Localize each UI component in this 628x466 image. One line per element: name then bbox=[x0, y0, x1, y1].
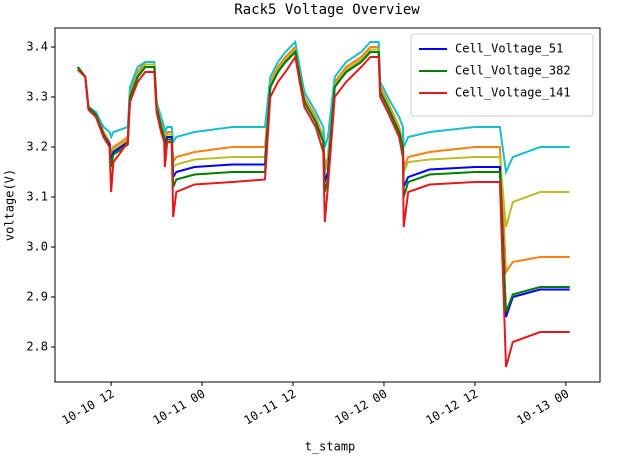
series-line bbox=[76, 54, 570, 368]
x-tick-label: 10-12 00 bbox=[332, 386, 389, 427]
y-tick-label: 3.0 bbox=[26, 240, 48, 254]
x-tick-label: 10-13 00 bbox=[514, 386, 571, 427]
y-tick-label: 3.3 bbox=[26, 90, 48, 104]
x-tick-label: 10-10 12 bbox=[60, 386, 117, 427]
y-tick-label: 3.4 bbox=[26, 40, 48, 54]
legend-box bbox=[410, 33, 594, 117]
y-tick-label: 2.8 bbox=[26, 340, 48, 354]
x-axis-label: t_stamp bbox=[305, 440, 356, 454]
x-tick-label: 10-12 12 bbox=[423, 386, 480, 427]
y-tick-label: 2.9 bbox=[26, 290, 48, 304]
x-tick-label: 10-11 00 bbox=[150, 386, 207, 427]
legend-label: Cell_Voltage_141 bbox=[455, 86, 571, 100]
plot-frame bbox=[54, 27, 601, 383]
y-axis-label: voltage(V) bbox=[3, 169, 17, 241]
x-tick-label: 10-11 12 bbox=[241, 386, 298, 427]
y-tick-label: 3.1 bbox=[26, 190, 48, 204]
legend-label: Cell_Voltage_51 bbox=[455, 42, 563, 56]
legend-label: Cell_Voltage_382 bbox=[455, 64, 571, 78]
series-line bbox=[76, 39, 570, 176]
chart-title: Rack5 Voltage Overview bbox=[234, 2, 420, 18]
y-tick-label: 3.2 bbox=[26, 140, 48, 154]
